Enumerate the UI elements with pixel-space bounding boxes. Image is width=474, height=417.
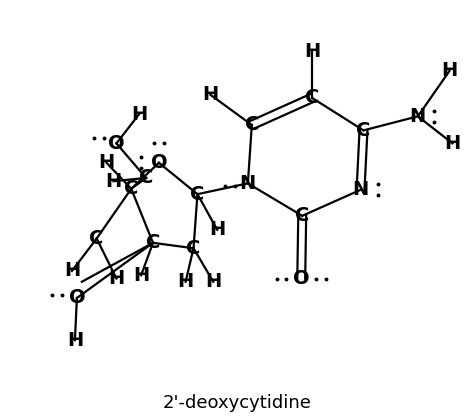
- Text: N: N: [240, 174, 256, 193]
- Text: C: C: [245, 116, 259, 134]
- Text: 2'-deoxycytidine: 2'-deoxycytidine: [163, 394, 311, 412]
- Text: H: H: [105, 172, 122, 191]
- Text: H: H: [133, 266, 149, 285]
- Text: C: C: [295, 206, 310, 225]
- Text: C: C: [186, 239, 201, 258]
- Text: H: H: [67, 331, 83, 349]
- Text: O: O: [151, 153, 167, 172]
- Text: H: H: [131, 105, 147, 124]
- Text: C: C: [146, 234, 160, 252]
- Text: H: H: [64, 261, 80, 281]
- Text: H: H: [304, 42, 320, 61]
- Text: C: C: [90, 229, 104, 248]
- Text: C: C: [124, 179, 138, 198]
- Text: H: H: [444, 134, 461, 153]
- Text: H: H: [205, 272, 221, 291]
- Text: H: H: [108, 269, 125, 288]
- Text: H: H: [99, 153, 115, 172]
- Text: H: H: [202, 85, 219, 104]
- Text: C: C: [305, 88, 319, 108]
- Text: O: O: [108, 134, 125, 153]
- Text: O: O: [69, 289, 85, 307]
- Text: C: C: [139, 168, 153, 188]
- Text: H: H: [177, 272, 194, 291]
- Text: H: H: [209, 220, 225, 239]
- Text: N: N: [410, 107, 426, 126]
- Text: H: H: [441, 61, 457, 80]
- Text: C: C: [356, 121, 371, 140]
- Text: C: C: [190, 185, 205, 203]
- Text: O: O: [293, 269, 310, 288]
- Text: N: N: [352, 180, 369, 199]
